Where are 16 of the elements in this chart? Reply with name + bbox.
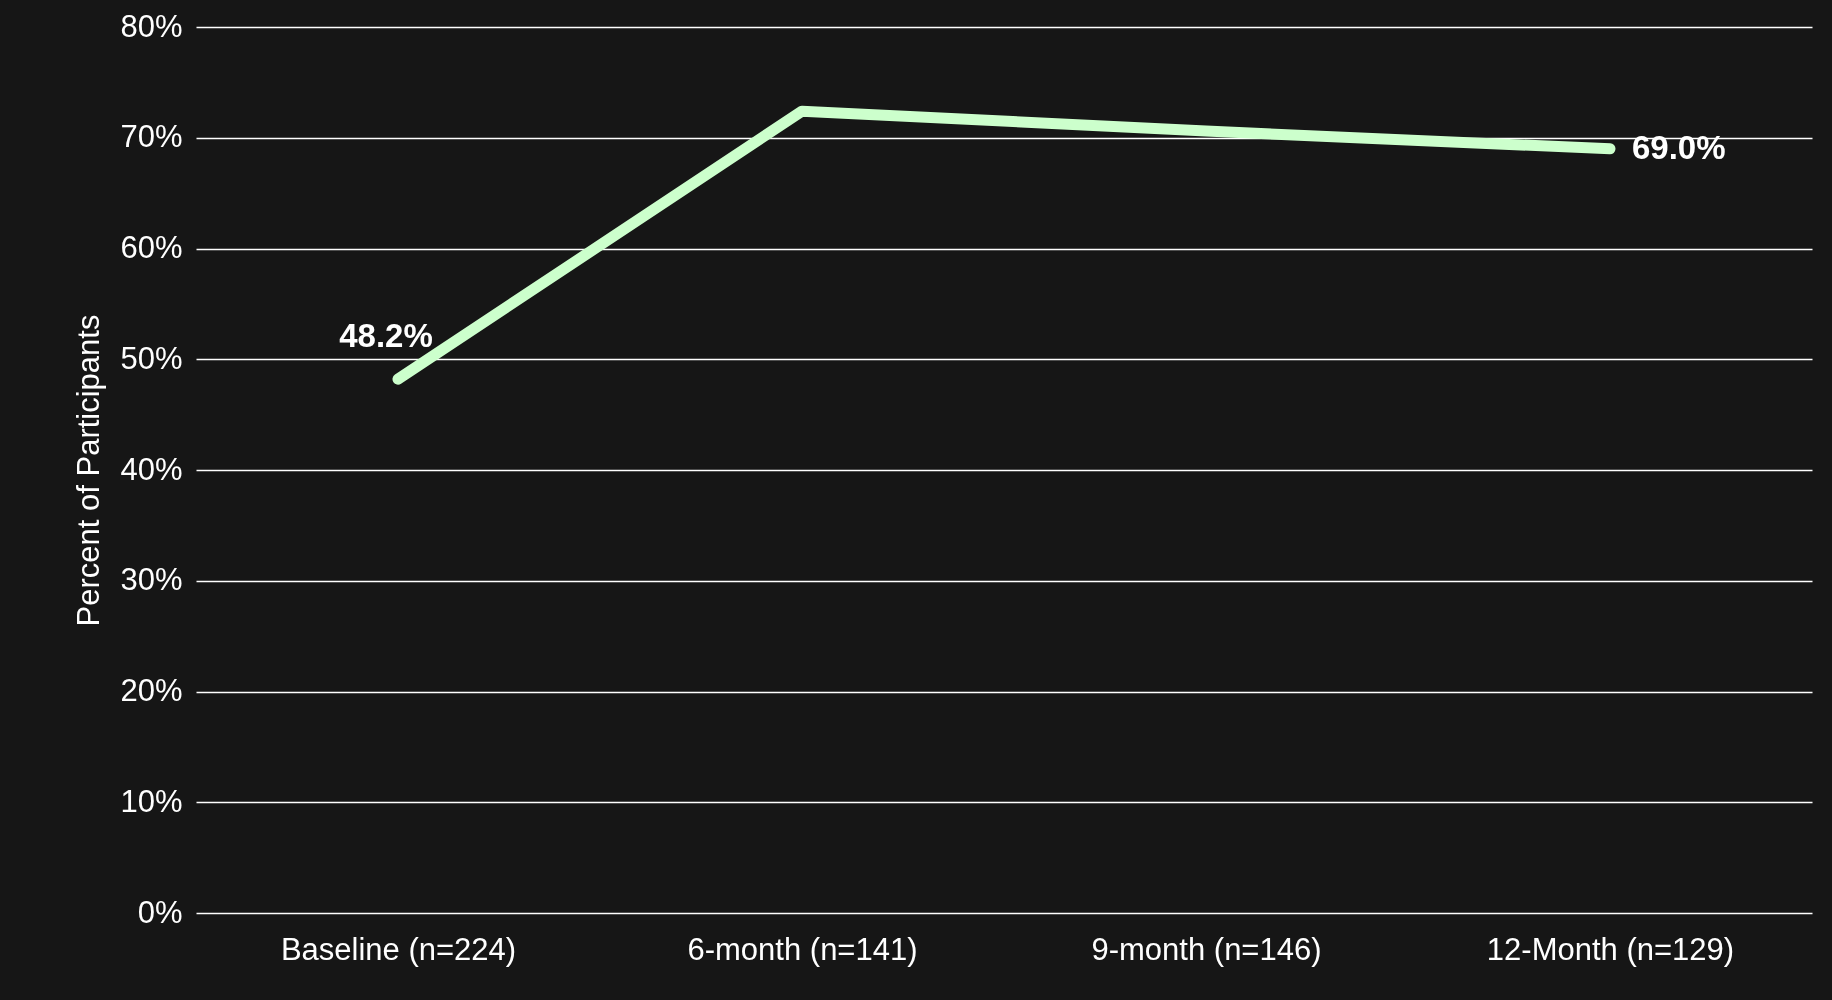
data-label: 48.2% [339, 317, 433, 355]
y-tick-label: 30% [120, 562, 183, 598]
y-tick-label: 0% [137, 894, 183, 930]
x-tick-label: 6-month (n=141) [687, 931, 918, 967]
y-tick-label: 70% [120, 119, 183, 155]
x-tick-label: 9-month (n=146) [1091, 931, 1322, 967]
x-tick-label: 12-Month (n=129) [1486, 931, 1735, 967]
x-tick-label: Baseline (n=224) [280, 931, 517, 967]
y-tick-label: 40% [120, 451, 183, 487]
y-tick-label: 50% [120, 340, 183, 376]
data-label: 69.0% [1632, 128, 1726, 166]
y-tick-label: 10% [120, 783, 183, 819]
y-axis-title: Percent of Participants [71, 314, 107, 627]
y-tick-label: 60% [120, 230, 183, 265]
y-tick-label: 80% [120, 8, 183, 44]
y-tick-label: 20% [120, 673, 183, 708]
